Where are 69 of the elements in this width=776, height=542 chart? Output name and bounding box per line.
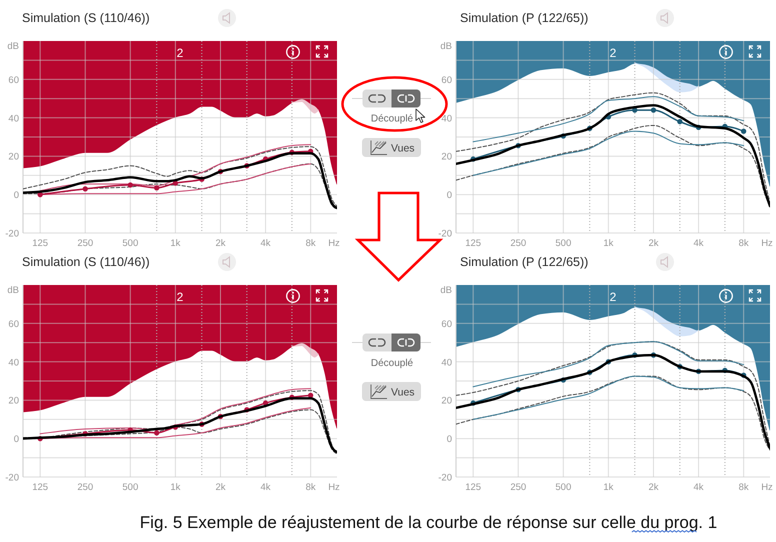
x-tick-label: 4k [260, 238, 271, 249]
text: Découplé [370, 114, 414, 124]
x-tick-label: 500 [555, 482, 572, 493]
y-tick-label: 60 [441, 318, 452, 330]
chart-title: Simulation (P (122/65)) [460, 11, 588, 25]
y-tick-label: 40 [8, 357, 19, 368]
y-tick-label: 40 [441, 113, 452, 124]
y-axis-title: dB [7, 285, 19, 296]
x-tick-label: 8k [306, 238, 316, 249]
x-tick-label: 1k [170, 482, 181, 493]
x-tick-label: 125 [465, 482, 482, 493]
chart-title: Simulation (S (110/46)) [22, 255, 150, 269]
y-axis-title: dB [440, 41, 452, 52]
annotation: 2 [176, 290, 184, 304]
text: Découplé [370, 358, 414, 369]
annotation: 2 [176, 46, 184, 60]
y-tick-label: -20 [5, 472, 19, 484]
y-axis-title: dB [7, 41, 19, 52]
y-tick-label: 20 [441, 396, 452, 407]
x-axis-title: Hz [761, 482, 774, 493]
annotation: 2 [610, 46, 617, 60]
x-tick-label: 2k [648, 238, 659, 249]
x-tick-label: 4k [694, 482, 704, 493]
text: Vues [391, 142, 415, 154]
y-tick-label: 20 [8, 152, 19, 163]
y-tick-label: 60 [8, 74, 19, 86]
x-tick-label: 250 [510, 482, 526, 493]
x-tick-label: 250 [77, 482, 94, 493]
x-tick-label: 2k [648, 482, 659, 493]
x-tick-label: 125 [465, 238, 482, 249]
y-tick-label: 0 [446, 190, 452, 202]
x-tick-label: 2k [215, 482, 226, 493]
y-tick-label: 0 [14, 190, 19, 202]
chart-title: Simulation (S (110/46)) [22, 11, 150, 25]
x-tick-label: 250 [510, 238, 526, 249]
x-tick-label: 500 [122, 482, 138, 493]
x-tick-label: 1k [603, 482, 614, 493]
y-tick-label: 40 [441, 357, 452, 368]
x-axis-title: Hz [328, 482, 340, 493]
y-tick-label: -20 [438, 472, 452, 484]
x-tick-label: 8k [306, 482, 316, 493]
x-axis-title: Hz [328, 238, 340, 249]
x-axis-title: Hz [761, 238, 774, 249]
y-tick-label: -20 [438, 228, 452, 240]
x-tick-label: 2k [215, 238, 226, 249]
x-tick-label: 1k [603, 238, 614, 249]
x-tick-label: 8k [738, 482, 749, 493]
text: Vues [391, 386, 415, 398]
y-tick-label: 20 [8, 396, 19, 407]
y-axis-title: dB [440, 285, 452, 296]
y-tick-label: -20 [5, 228, 19, 240]
y-tick-label: 60 [8, 318, 19, 330]
x-tick-label: 1k [170, 238, 181, 249]
chart-title: Simulation (P (122/65)) [460, 255, 588, 269]
x-tick-label: 8k [738, 238, 749, 249]
x-tick-label: 4k [694, 238, 704, 249]
y-tick-label: 0 [446, 434, 452, 446]
x-tick-label: 500 [122, 238, 138, 249]
y-tick-label: 60 [441, 74, 452, 86]
x-tick-label: 4k [260, 482, 271, 493]
y-tick-label: 40 [8, 113, 19, 124]
annotation: 2 [610, 290, 617, 304]
x-tick-label: 125 [32, 238, 48, 249]
y-tick-label: 0 [14, 434, 19, 446]
caption: Fig. 5 Exemple de réajustement de la courbe de réponse sur celle du prog. 1 [140, 513, 718, 532]
x-tick-label: 250 [77, 238, 94, 249]
x-tick-label: 500 [555, 238, 572, 249]
y-tick-label: 20 [441, 152, 452, 163]
x-tick-label: 125 [32, 482, 48, 493]
